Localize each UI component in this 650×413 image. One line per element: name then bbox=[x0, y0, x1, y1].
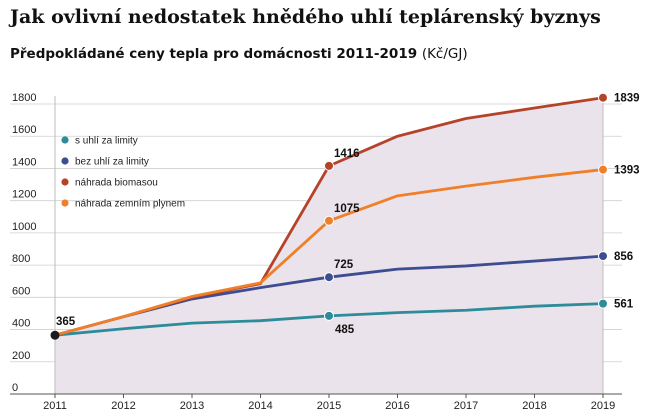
value-label: 1839 bbox=[614, 93, 640, 105]
x-tick-label: 2012 bbox=[111, 400, 135, 412]
y-tick-label: 1600 bbox=[12, 124, 36, 136]
start-point bbox=[50, 330, 60, 340]
subtitle-unit: (Kč/GJ) bbox=[421, 46, 468, 62]
axes: 0 200 400 600 800 1000 1200 1400 1600 1800 2011 201… bbox=[10, 92, 622, 412]
value-label: 725 bbox=[334, 259, 354, 271]
series-point bbox=[598, 298, 608, 309]
legend-marker bbox=[61, 199, 69, 207]
series-point bbox=[324, 215, 334, 226]
start-value-label: 365 bbox=[56, 316, 76, 328]
chart-subtitle: Předpokládané ceny tepla pro domácnosti … bbox=[10, 46, 468, 62]
y-tick-label: 800 bbox=[12, 253, 30, 265]
value-labels: 485 561 725 856 1416 1839 1075 1393 365 bbox=[56, 93, 640, 336]
area-under-top-series bbox=[55, 97, 603, 394]
x-tick-label: 2011 bbox=[43, 400, 67, 412]
legend-label: s uhlí za limity bbox=[75, 136, 138, 147]
value-label: 1416 bbox=[334, 148, 360, 160]
legend: s uhlí za limity bez uhlí za limity náhrad… bbox=[61, 136, 185, 210]
x-tick-label: 2014 bbox=[248, 400, 272, 412]
x-tick-label: 2019 bbox=[591, 400, 615, 412]
value-label: 1075 bbox=[334, 203, 360, 215]
series-point bbox=[598, 251, 608, 262]
legend-label: náhrada zemním plynem bbox=[75, 199, 185, 210]
legend-label: náhrada biomasou bbox=[75, 178, 158, 189]
y-tick-label: 400 bbox=[12, 318, 30, 330]
x-tick-label: 2018 bbox=[522, 400, 546, 412]
series-point bbox=[598, 164, 608, 175]
value-label: 485 bbox=[335, 324, 355, 336]
x-tick-label: 2015 bbox=[317, 400, 341, 412]
chart-title: Jak ovlivní nedostatek hnědého uhlí tepl… bbox=[10, 6, 601, 28]
y-tick-label: 1400 bbox=[12, 156, 36, 168]
x-tick-label: 2017 bbox=[454, 400, 478, 412]
x-tick-label: 2016 bbox=[385, 400, 409, 412]
value-label: 856 bbox=[614, 251, 633, 263]
series-points bbox=[50, 92, 608, 340]
y-tick-label: 1000 bbox=[12, 221, 36, 233]
y-tick-label: 600 bbox=[12, 285, 30, 297]
area-fill bbox=[55, 97, 603, 394]
legend-marker bbox=[61, 157, 69, 165]
subtitle-text: Předpokládané ceny tepla pro domácnosti … bbox=[10, 46, 418, 62]
legend-label: bez uhlí za limity bbox=[75, 157, 149, 168]
y-tick-label: 0 bbox=[12, 382, 18, 394]
y-tick-label: 1800 bbox=[12, 92, 36, 104]
x-tick-label: 2013 bbox=[180, 400, 204, 412]
y-tick-label: 200 bbox=[12, 350, 30, 362]
legend-marker bbox=[61, 136, 69, 144]
series-point bbox=[324, 160, 334, 171]
legend-marker bbox=[61, 178, 69, 186]
series-point bbox=[324, 310, 334, 321]
series-point bbox=[324, 272, 334, 283]
value-label: 561 bbox=[614, 299, 634, 311]
y-tick-label: 1200 bbox=[12, 189, 36, 201]
value-label: 1393 bbox=[614, 165, 640, 177]
series-point bbox=[598, 92, 608, 103]
